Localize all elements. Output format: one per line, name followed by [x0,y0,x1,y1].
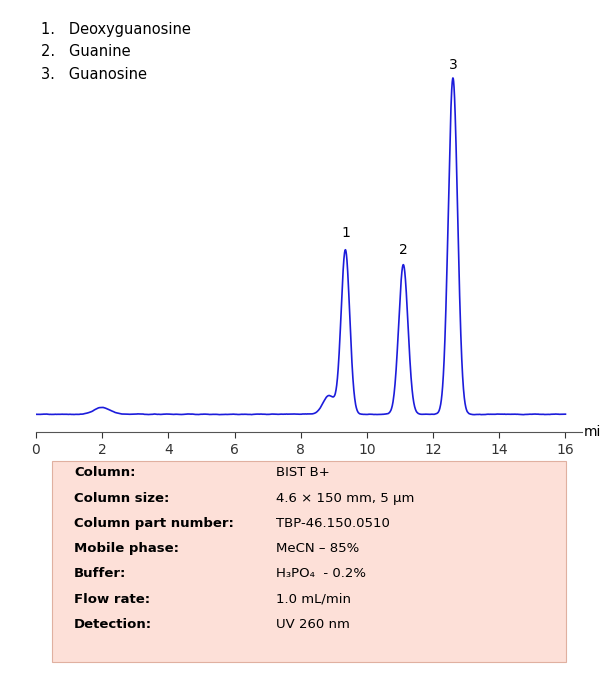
Text: UV 260 nm: UV 260 nm [276,618,350,631]
Text: Column:: Column: [74,466,136,480]
Text: 1: 1 [341,226,350,240]
FancyBboxPatch shape [52,461,566,662]
Text: 4.6 × 150 mm, 5 μm: 4.6 × 150 mm, 5 μm [276,491,415,504]
Text: H₃PO₄  - 0.2%: H₃PO₄ - 0.2% [276,567,366,581]
Text: TBP-46.150.0510: TBP-46.150.0510 [276,517,390,530]
Text: Column size:: Column size: [74,491,170,504]
Text: 3: 3 [449,57,457,72]
Text: BIST B+: BIST B+ [276,466,330,480]
Text: 2: 2 [399,243,407,257]
Text: Mobile phase:: Mobile phase: [74,542,179,555]
Text: 1.0 mL/min: 1.0 mL/min [276,592,351,606]
Text: Flow rate:: Flow rate: [74,592,151,606]
Text: 1.   Deoxyguanosine
2.   Guanine
3.   Guanosine: 1. Deoxyguanosine 2. Guanine 3. Guanosin… [41,22,191,82]
Text: Buffer:: Buffer: [74,567,127,581]
Text: min: min [584,425,600,439]
Text: Detection:: Detection: [74,618,152,631]
Text: Column part number:: Column part number: [74,517,234,530]
Text: MeCN – 85%: MeCN – 85% [276,542,359,555]
